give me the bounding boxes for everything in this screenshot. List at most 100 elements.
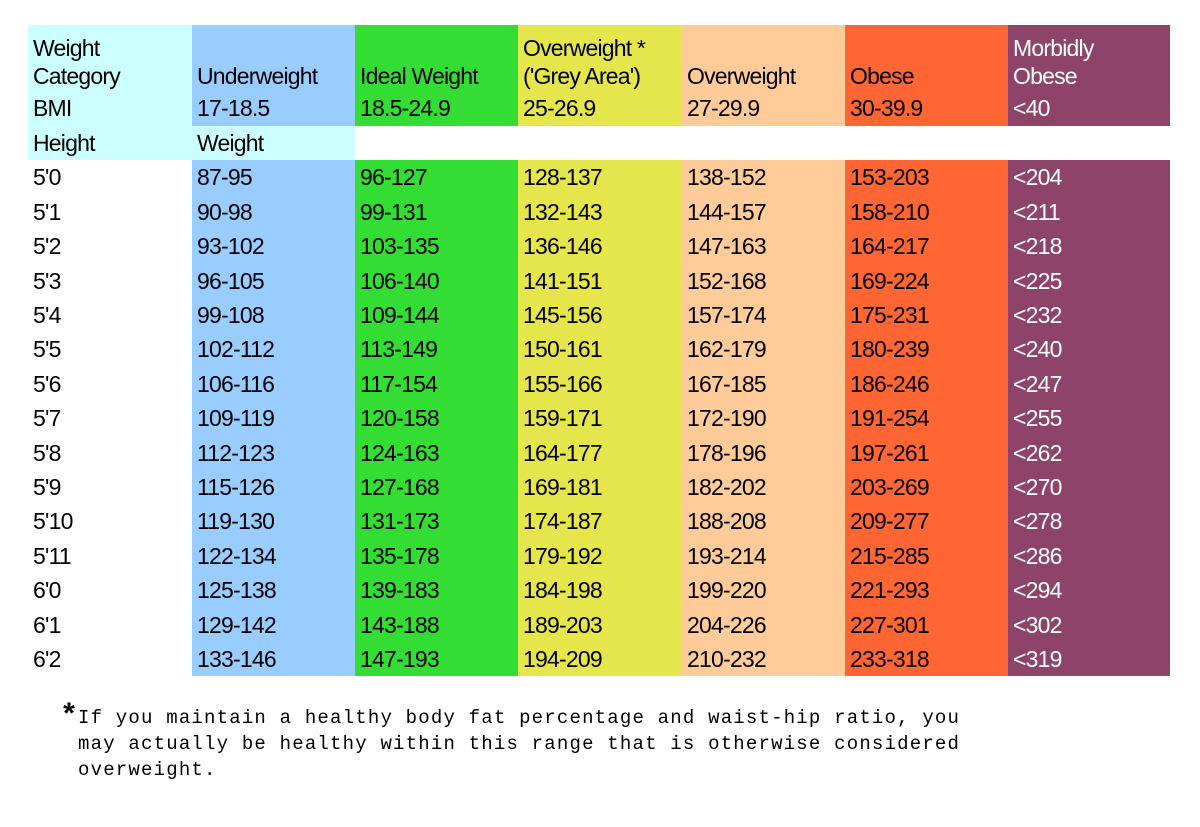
cell-text: Obese (1013, 63, 1078, 89)
data-cell: 109-144 (355, 297, 518, 333)
data-cell: 93-102 (192, 228, 355, 264)
data-cell: 209-277 (845, 504, 1008, 539)
cell-text: Overweight * (523, 35, 646, 61)
cell-text: 233-318 (850, 646, 930, 673)
data-cell: <247 (1008, 366, 1170, 402)
data-cell: 120-158 (355, 400, 518, 436)
subheader-cell (518, 126, 682, 160)
data-cell: 174-187 (518, 504, 682, 539)
data-cell: 127-168 (355, 469, 518, 505)
cell-text: 132-143 (523, 198, 603, 225)
data-cell: 215-285 (845, 538, 1008, 574)
cell-text: 109-144 (360, 302, 440, 329)
cell-text: Morbidly (1013, 35, 1094, 61)
cell-text: 119-130 (197, 508, 275, 535)
data-cell: 129-142 (192, 607, 355, 643)
cell-text: 122-134 (197, 542, 277, 569)
cell-text: 152-168 (687, 267, 767, 294)
bmi-cell: 25-26.9 (518, 90, 682, 126)
data-cell: 87-95 (192, 160, 355, 195)
subheader-cell (355, 126, 518, 160)
cell-text: 96-127 (360, 164, 428, 191)
data-cell: 5'11 (28, 538, 192, 574)
footnote-line: may actually be healthy within this rang… (78, 733, 961, 755)
data-cell: 113-149 (355, 332, 518, 367)
data-cell: 167-185 (682, 366, 845, 402)
data-cell: <232 (1008, 297, 1170, 333)
data-cell: 158-210 (845, 194, 1008, 230)
data-cell: 175-231 (845, 297, 1008, 333)
cell-text: <225 (1013, 267, 1062, 294)
cell-text: 5'10 (33, 508, 73, 535)
data-cell: 179-192 (518, 538, 682, 574)
cell-text: 113-149 (360, 336, 438, 363)
data-cell: 5'6 (28, 366, 192, 402)
cell-text: 167-185 (687, 370, 767, 397)
bmi-cell: BMI (28, 90, 192, 126)
data-cell: 6'1 (28, 607, 192, 643)
cell-text: 197-261 (850, 439, 930, 466)
cell-text: 210-232 (687, 646, 767, 673)
cell-text: Weight (33, 35, 100, 61)
cell-text: 17-18.5 (197, 95, 270, 121)
subheader-cell (1008, 126, 1170, 160)
data-cell: 124-163 (355, 435, 518, 471)
cell-text: 18.5-24.9 (360, 95, 451, 121)
cell-text: 158-210 (850, 198, 930, 225)
data-cell: 122-134 (192, 538, 355, 574)
cell-text: 6'1 (33, 611, 61, 638)
cell-text: <319 (1013, 646, 1062, 673)
cell-text: 5'2 (33, 233, 61, 260)
cell-text: 174-187 (523, 508, 603, 535)
cell-text: <286 (1013, 542, 1062, 569)
cell-text: 193-214 (687, 542, 767, 569)
cell-text: 172-190 (687, 405, 767, 432)
cell-text: <278 (1013, 508, 1062, 535)
data-cell: 172-190 (682, 400, 845, 436)
cell-text: 25-26.9 (523, 95, 596, 121)
data-cell: 193-214 (682, 538, 845, 574)
cell-text: 27-29.9 (687, 95, 760, 121)
subheader-cell (845, 126, 1008, 160)
cell-text: Obese (850, 63, 915, 89)
cell-text: <204 (1013, 164, 1062, 191)
data-cell: 125-138 (192, 572, 355, 608)
data-cell: 159-171 (518, 400, 682, 436)
cell-text: 102-112 (197, 336, 275, 363)
data-cell: 144-157 (682, 194, 845, 230)
cell-text: 5'11 (33, 542, 72, 569)
data-cell: 90-98 (192, 194, 355, 230)
cell-text: <211 (1013, 198, 1061, 225)
cell-text: <232 (1013, 302, 1062, 329)
cell-text: 164-177 (523, 439, 603, 466)
data-cell: 5'7 (28, 400, 192, 436)
data-cell: 5'5 (28, 332, 192, 367)
cell-text: 184-198 (523, 577, 603, 604)
cell-text: 169-224 (850, 267, 930, 294)
cell-text: 99-108 (197, 302, 265, 329)
data-cell: 184-198 (518, 572, 682, 608)
data-cell: <319 (1008, 641, 1170, 677)
data-cell: 136-146 (518, 228, 682, 264)
cell-text: <262 (1013, 439, 1062, 466)
cell-text: 129-142 (197, 611, 277, 638)
data-cell: <302 (1008, 607, 1170, 643)
cell-text: 90-98 (197, 198, 253, 225)
data-cell: <286 (1008, 538, 1170, 574)
cell-text: 136-146 (523, 233, 603, 260)
cell-text: 147-163 (687, 233, 767, 260)
cell-text: 6'0 (33, 577, 61, 604)
data-cell: 203-269 (845, 469, 1008, 505)
data-cell: 102-112 (192, 332, 355, 367)
data-cell: 153-203 (845, 160, 1008, 195)
data-cell: 180-239 (845, 332, 1008, 367)
header-cell: Underweight (192, 25, 355, 90)
cell-text: 139-183 (360, 577, 440, 604)
cell-text: 103-135 (360, 233, 440, 260)
data-cell: 197-261 (845, 435, 1008, 471)
cell-text: 115-126 (197, 474, 275, 501)
data-cell: 115-126 (192, 469, 355, 505)
cell-text: ('Grey Area') (523, 63, 641, 89)
cell-text: 178-196 (687, 439, 767, 466)
cell-text: 5'4 (33, 302, 61, 329)
